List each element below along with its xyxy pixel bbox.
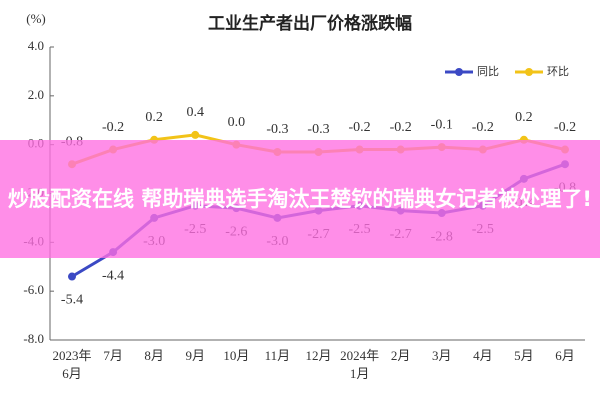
x-tick-label: 10月 xyxy=(223,348,249,363)
y-unit: (%) xyxy=(26,11,46,26)
data-label: 0.4 xyxy=(187,105,205,120)
data-label: 0.2 xyxy=(515,110,533,125)
data-label: -0.2 xyxy=(102,120,124,135)
data-label: 0.0 xyxy=(228,115,246,130)
data-label: -0.2 xyxy=(348,120,370,135)
data-label: -0.3 xyxy=(307,122,329,137)
data-label: -0.2 xyxy=(390,120,412,135)
data-label: -0.1 xyxy=(431,117,453,132)
legend-marker xyxy=(455,68,463,76)
legend-label: 环比 xyxy=(547,65,569,78)
x-tick-label: 9月 xyxy=(185,348,205,363)
legend-label: 同比 xyxy=(477,65,499,78)
data-label: -0.2 xyxy=(472,120,494,135)
x-tick-label: 12月 xyxy=(305,348,331,363)
data-label: -0.3 xyxy=(266,122,288,137)
data-label: 0.2 xyxy=(145,110,163,125)
data-label: -4.4 xyxy=(102,268,124,283)
legend-marker xyxy=(525,68,533,76)
y-tick-label: -6.0 xyxy=(23,282,44,297)
x-tick-label: 8月 xyxy=(144,348,164,363)
y-tick-label: -8.0 xyxy=(23,331,44,346)
chart-title: 工业生产者出厂价格涨跌幅 xyxy=(208,13,412,34)
x-tick-label: 3月 xyxy=(432,348,452,363)
data-label: -5.4 xyxy=(61,293,83,308)
y-tick-label: 4.0 xyxy=(28,38,44,53)
banner: 炒股配资在线 帮助瑞典选手淘汰王楚钦的瑞典女记者被处理了! xyxy=(0,140,600,258)
x-tick-label: 2月 xyxy=(391,348,411,363)
y-tick-label: 2.0 xyxy=(28,87,44,102)
x-tick-label: 2023年 6月 xyxy=(52,348,91,381)
x-tick-label: 6月 xyxy=(555,348,575,363)
x-tick-label: 7月 xyxy=(103,348,123,363)
x-tick-label: 11月 xyxy=(265,348,291,363)
data-label: -0.2 xyxy=(554,120,576,135)
point xyxy=(68,272,76,281)
x-tick-label: 2024年 1月 xyxy=(340,348,379,381)
x-tick-label: 4月 xyxy=(473,348,493,363)
point xyxy=(191,130,200,139)
x-tick-label: 5月 xyxy=(514,348,534,363)
